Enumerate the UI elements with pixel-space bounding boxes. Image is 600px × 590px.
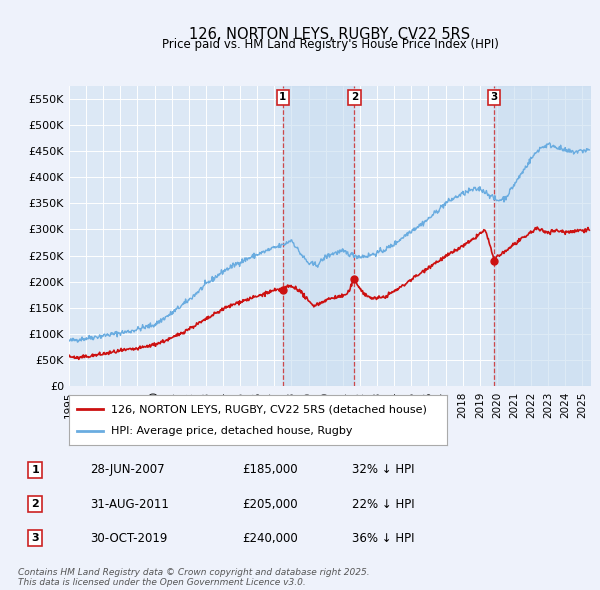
Text: 22% ↓ HPI: 22% ↓ HPI	[352, 497, 415, 510]
Text: 28-JUN-2007: 28-JUN-2007	[91, 463, 165, 477]
Text: 30-OCT-2019: 30-OCT-2019	[91, 532, 168, 545]
Text: 3: 3	[31, 533, 39, 543]
Text: Price paid vs. HM Land Registry's House Price Index (HPI): Price paid vs. HM Land Registry's House …	[161, 38, 499, 51]
Text: 32% ↓ HPI: 32% ↓ HPI	[352, 463, 415, 477]
Text: Contains HM Land Registry data © Crown copyright and database right 2025.
This d: Contains HM Land Registry data © Crown c…	[18, 568, 370, 587]
Text: 31-AUG-2011: 31-AUG-2011	[91, 497, 169, 510]
Text: £205,000: £205,000	[242, 497, 298, 510]
Text: 1: 1	[280, 92, 287, 102]
Text: HPI: Average price, detached house, Rugby: HPI: Average price, detached house, Rugb…	[110, 427, 352, 437]
Text: 126, NORTON LEYS, RUGBY, CV22 5RS (detached house): 126, NORTON LEYS, RUGBY, CV22 5RS (detac…	[110, 404, 427, 414]
Text: £185,000: £185,000	[242, 463, 298, 477]
Text: 126, NORTON LEYS, RUGBY, CV22 5RS: 126, NORTON LEYS, RUGBY, CV22 5RS	[190, 27, 470, 41]
Text: 1: 1	[31, 465, 39, 475]
Text: 36% ↓ HPI: 36% ↓ HPI	[352, 532, 415, 545]
Text: 2: 2	[350, 92, 358, 102]
Text: 3: 3	[490, 92, 497, 102]
Bar	[283, 86, 355, 386]
Text: 2: 2	[31, 499, 39, 509]
Text: £240,000: £240,000	[242, 532, 298, 545]
Bar	[494, 86, 591, 386]
